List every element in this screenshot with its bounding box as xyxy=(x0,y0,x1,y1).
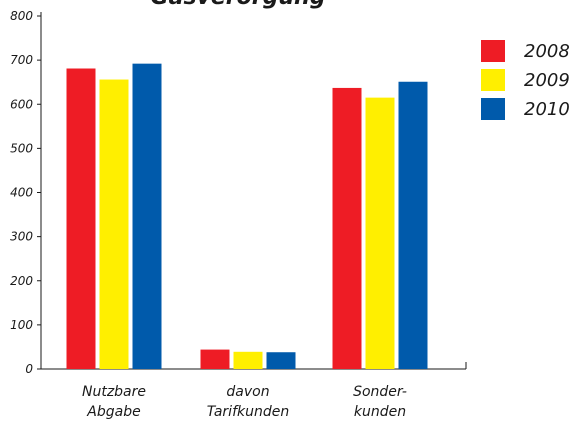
x-category-label: Nutzbare xyxy=(82,384,146,400)
bar-2008-1 xyxy=(200,349,230,369)
bar-2009-2 xyxy=(365,97,395,369)
y-tick-label: 800 xyxy=(10,9,33,23)
legend-label-2010: 2010 xyxy=(524,99,570,120)
y-tick-label: 300 xyxy=(10,230,33,244)
y-tick-label: 700 xyxy=(10,53,33,67)
x-category-label: Tarifkunden xyxy=(207,404,289,420)
bar-2009-0 xyxy=(99,79,129,369)
y-tick-label: 200 xyxy=(10,274,33,288)
y-tick-label: 400 xyxy=(10,186,33,200)
x-category-label: Sonder- xyxy=(353,384,407,400)
bar-2008-0 xyxy=(66,68,96,369)
y-tick-label: 600 xyxy=(10,97,33,111)
legend-swatch-2009 xyxy=(481,69,505,91)
bar-2010-2 xyxy=(398,81,428,369)
legend-label-2008: 2008 xyxy=(524,41,570,62)
y-tick-label: 500 xyxy=(10,141,33,155)
legend-label-2009: 2009 xyxy=(524,70,570,91)
chart-title: Gasverorgung xyxy=(151,0,326,10)
legend-swatch-2010 xyxy=(481,98,505,120)
bar-2009-1 xyxy=(233,351,263,369)
bar-2010-0 xyxy=(132,63,162,369)
bar-2008-2 xyxy=(332,87,362,369)
x-category-label: Abgabe xyxy=(86,404,140,420)
legend-swatch-2008 xyxy=(481,40,505,62)
y-tick-label: 100 xyxy=(10,318,33,332)
y-tick-label: 0 xyxy=(25,362,33,376)
bar-2010-1 xyxy=(266,352,296,369)
x-category-label: davon xyxy=(226,384,269,400)
x-category-label: kunden xyxy=(354,404,406,420)
